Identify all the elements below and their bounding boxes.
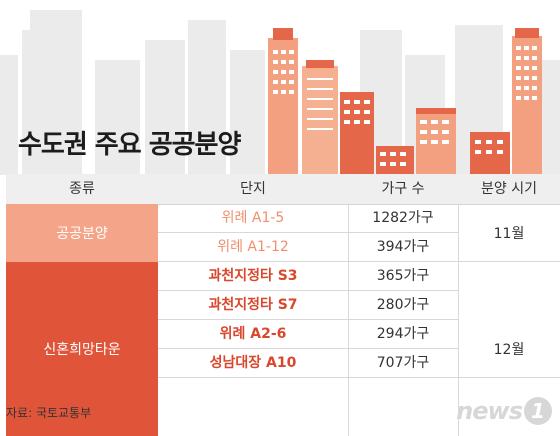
household-count: 365가구 xyxy=(376,268,430,284)
household-count: 280가구 xyxy=(376,297,430,313)
column-divider xyxy=(348,204,349,436)
category-cell-newlywed-town: 신혼희망타운 xyxy=(6,262,158,436)
period-cell: 11월 xyxy=(458,204,560,262)
household-count: 1282가구 xyxy=(372,210,434,226)
period-label: 11월 xyxy=(493,226,525,242)
complex-name: 과천지정타 S7 xyxy=(208,297,298,313)
skyline-svg xyxy=(0,10,560,175)
table-row: 위례 A1-5 1282가구 xyxy=(6,204,560,233)
household-count: 394가구 xyxy=(376,239,430,255)
header-households: 가구 수 xyxy=(381,181,425,197)
table-row: 성남대장 A10 707가구 xyxy=(6,349,560,378)
table-row: 위례 A1-12 394가구 xyxy=(6,233,560,262)
household-count: 294가구 xyxy=(376,326,430,342)
news1-logo: news 1 xyxy=(456,394,552,428)
header-type: 종류 xyxy=(69,181,95,197)
header-complex: 단지 xyxy=(240,181,266,197)
page-title: 수도권 주요 공공분양 xyxy=(18,130,241,160)
category-label: 공공분양 xyxy=(56,226,108,242)
table-header: 종류 단지 가구 수 분양 시기 xyxy=(6,174,560,205)
complex-name: 위례 A1-12 xyxy=(217,239,289,255)
complex-name: 과천지정타 S3 xyxy=(208,268,298,284)
header-period: 분양 시기 xyxy=(481,181,537,197)
source-note: 자료: 국토교통부 xyxy=(6,406,92,420)
complex-name: 성남대장 A10 xyxy=(209,355,297,371)
period-label: 12월 xyxy=(493,342,525,358)
logo-badge-icon: 1 xyxy=(524,397,552,425)
logo-wordmark: news xyxy=(456,397,523,425)
table-row: 위례 A2-6 294가구 xyxy=(6,320,560,349)
complex-name: 위례 A2-6 xyxy=(219,326,287,342)
period-cell: 12월 xyxy=(458,262,560,436)
category-cell-public-sale: 공공분양 xyxy=(6,204,158,262)
city-skyline-illustration xyxy=(0,0,560,175)
table-row: 과천지정타 S7 280가구 xyxy=(6,291,560,320)
column-divider xyxy=(458,204,459,436)
table-row: 과천지정타 S3 365가구 xyxy=(6,262,560,291)
category-label: 신혼희망타운 xyxy=(43,342,121,358)
complex-name: 위례 A1-5 xyxy=(221,210,285,226)
household-count: 707가구 xyxy=(376,355,430,371)
